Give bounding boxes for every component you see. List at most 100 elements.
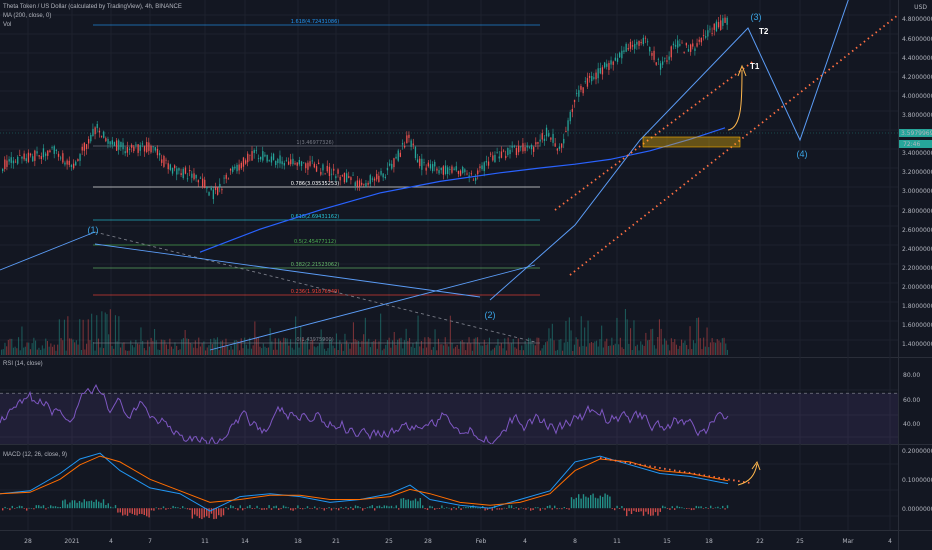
candle-body xyxy=(683,51,685,53)
macd-histogram-bar xyxy=(585,496,587,509)
candle-body xyxy=(657,58,659,60)
candle-body xyxy=(178,168,180,171)
candle-body xyxy=(518,145,520,153)
macd-histogram-bar xyxy=(167,508,169,509)
candle-body xyxy=(126,147,128,153)
candle-body xyxy=(17,156,19,164)
candle-body xyxy=(292,158,294,165)
volume-bar xyxy=(308,349,310,355)
volume-bar xyxy=(210,338,212,355)
symbol-title[interactable]: Theta Token / US Dollar (calculated by T… xyxy=(3,4,182,10)
macd-histogram-bar xyxy=(633,508,635,511)
volume-bar xyxy=(233,340,235,355)
macd-legend[interactable]: MACD (12, 26, close, 9) xyxy=(3,452,68,458)
macd-histogram-bar xyxy=(213,508,215,520)
volume-bar xyxy=(240,338,242,355)
macd-histogram-bar xyxy=(590,495,592,509)
volume-bar xyxy=(388,337,390,355)
candle-body xyxy=(73,163,75,169)
macd-histogram-bar xyxy=(16,507,18,509)
candle-body xyxy=(210,188,212,190)
volume-bar xyxy=(118,316,120,355)
candle-body xyxy=(537,142,539,144)
candle-body xyxy=(376,173,378,180)
macd-histogram-bar xyxy=(719,508,721,509)
candle-body xyxy=(629,41,632,49)
macd-histogram-bar xyxy=(407,499,409,509)
candle-body xyxy=(631,45,634,47)
volume-bar xyxy=(648,339,650,355)
macd-histogram-bar xyxy=(503,507,505,509)
volume-bar xyxy=(114,315,116,355)
candle-body xyxy=(606,63,608,67)
candle-body xyxy=(483,162,485,172)
volume-bar xyxy=(176,345,178,355)
macd-histogram-bar xyxy=(450,508,453,511)
fib-level-label: 0.382(2.21523062) xyxy=(291,262,339,268)
vol-legend[interactable]: Vol xyxy=(3,22,12,28)
volume-bar xyxy=(21,326,23,355)
volume-bar xyxy=(223,346,225,355)
candle-body xyxy=(520,146,522,148)
wave-2-label: (2) xyxy=(485,310,496,320)
volume-bar xyxy=(616,317,618,355)
volume-bar xyxy=(369,347,371,355)
candle-body xyxy=(229,169,232,171)
candle-body xyxy=(545,127,548,137)
volume-bar xyxy=(696,318,698,355)
volume-bar xyxy=(473,338,475,355)
volume-bar xyxy=(405,328,407,355)
macd-histogram-bar xyxy=(520,507,522,509)
ma-legend[interactable]: MA (200, close, 0) xyxy=(3,13,52,19)
volume-bar xyxy=(322,337,324,355)
candle-body xyxy=(571,109,573,112)
time-axis-label: 14 xyxy=(241,538,249,545)
macd-histogram-bar xyxy=(338,508,340,511)
macd-histogram-bar xyxy=(28,507,30,509)
macd-histogram-bar xyxy=(122,508,124,516)
volume-bar xyxy=(72,339,74,355)
macd-histogram-bar xyxy=(268,505,270,509)
candle-body xyxy=(191,173,193,178)
macd-tick-label: 0.20000000 xyxy=(902,448,932,455)
macd-histogram-bar xyxy=(374,508,376,511)
macd-histogram-bar xyxy=(110,506,112,509)
macd-histogram-bar xyxy=(462,507,465,509)
macd-histogram-bar xyxy=(90,500,93,509)
macd-histogram-bar xyxy=(30,508,33,509)
candle-body xyxy=(77,159,79,161)
candle-body xyxy=(662,61,664,65)
candle-body xyxy=(511,145,513,148)
candle-body xyxy=(32,156,34,162)
volume-bar xyxy=(50,343,52,355)
rsi-legend[interactable]: RSI (14, close) xyxy=(3,361,43,367)
volume-bar xyxy=(9,338,11,355)
macd-histogram-bar xyxy=(674,508,676,510)
volume-bar xyxy=(477,337,479,355)
time-axis-label: 11 xyxy=(201,538,209,545)
candle-body xyxy=(700,37,702,43)
macd-histogram-bar xyxy=(256,505,258,509)
volume-bar xyxy=(48,346,50,355)
macd-histogram-bar xyxy=(563,507,565,509)
candle-body xyxy=(644,37,647,39)
volume-bar xyxy=(172,348,174,355)
candle-body xyxy=(57,153,60,157)
macd-histogram-bar xyxy=(618,508,621,509)
candle-body xyxy=(133,146,135,152)
volume-bar xyxy=(352,322,354,355)
volume-bar xyxy=(630,328,632,355)
macd-histogram-bar xyxy=(491,508,493,511)
candle-body xyxy=(535,142,537,145)
volume-bar xyxy=(441,344,443,355)
volume-bar xyxy=(262,343,264,355)
volume-bar xyxy=(12,347,14,355)
macd-histogram-bar xyxy=(448,507,450,509)
macd-histogram-bar xyxy=(4,506,6,509)
candle-body xyxy=(266,154,268,162)
candle-body xyxy=(128,148,131,150)
candle-body xyxy=(154,147,156,151)
volume-bar xyxy=(74,342,76,355)
